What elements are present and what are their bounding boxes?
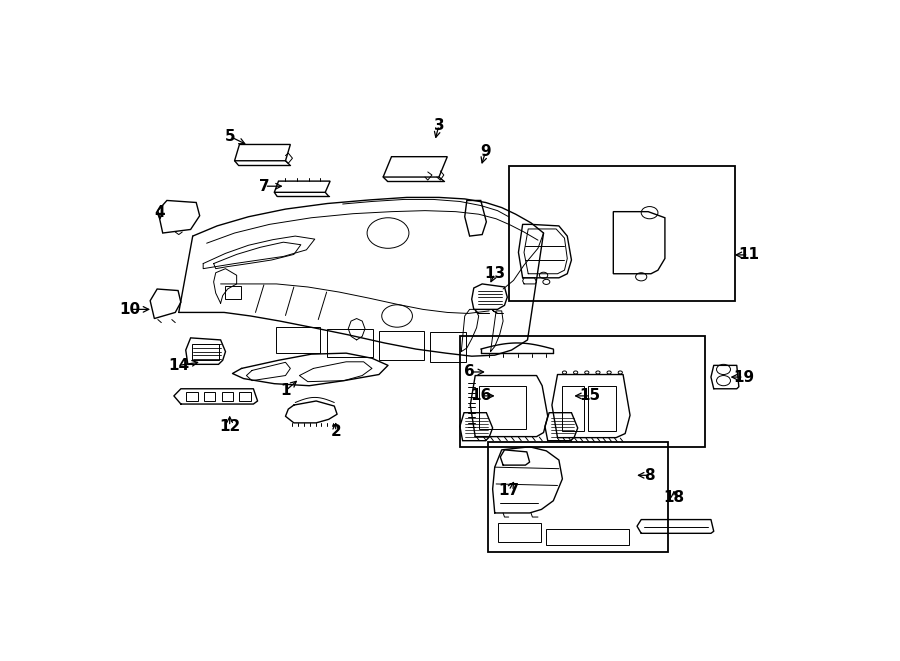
Bar [186, 392, 198, 401]
Bar [204, 392, 215, 401]
Bar [221, 392, 233, 401]
Text: 12: 12 [219, 419, 240, 434]
Text: 6: 6 [464, 364, 475, 379]
Text: 3: 3 [434, 118, 445, 133]
Text: 4: 4 [155, 205, 166, 220]
Text: 17: 17 [498, 483, 519, 498]
Bar [498, 523, 541, 543]
Text: 14: 14 [168, 358, 189, 373]
Bar [379, 330, 424, 360]
Bar [460, 336, 706, 447]
Text: 10: 10 [120, 302, 140, 317]
Bar [589, 386, 616, 430]
Text: 13: 13 [484, 266, 505, 281]
Bar [226, 286, 241, 299]
Text: 18: 18 [663, 490, 685, 505]
Text: 15: 15 [580, 389, 601, 403]
Bar [562, 386, 584, 430]
Bar [276, 327, 320, 353]
Bar [239, 392, 250, 401]
Bar [479, 386, 526, 430]
Text: 2: 2 [330, 424, 341, 439]
Text: 1: 1 [280, 383, 291, 399]
Text: 9: 9 [481, 144, 491, 159]
Text: 7: 7 [259, 178, 270, 194]
Text: 19: 19 [734, 369, 754, 385]
Bar [488, 442, 668, 552]
Bar [430, 332, 466, 362]
Text: 8: 8 [644, 468, 655, 483]
Bar [508, 166, 735, 301]
Text: 11: 11 [738, 247, 759, 262]
Bar [192, 344, 219, 360]
Text: 16: 16 [470, 389, 491, 403]
Bar [546, 529, 628, 545]
Bar [328, 329, 373, 357]
Text: 5: 5 [224, 129, 235, 144]
